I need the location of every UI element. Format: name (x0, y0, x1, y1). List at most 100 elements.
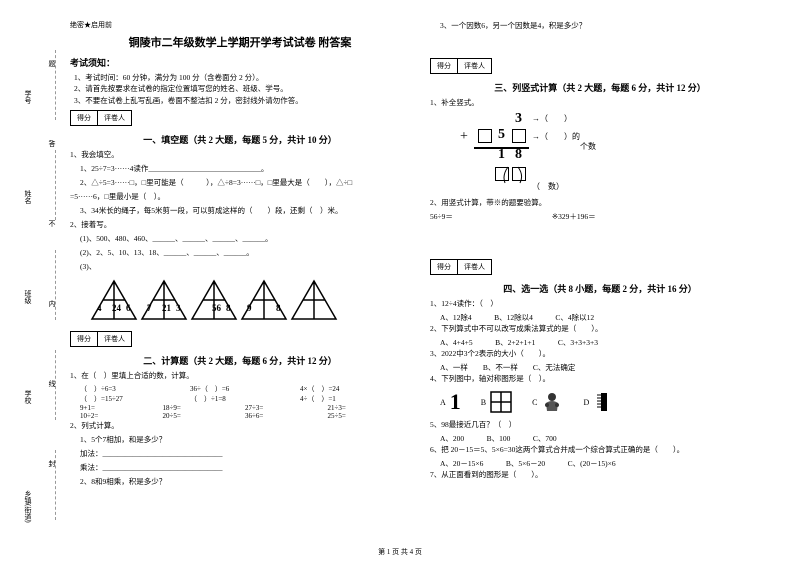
mc4-options: A 1 B C D (440, 389, 770, 415)
opt-b: B (481, 391, 512, 413)
bind-label: 姓名 (23, 190, 33, 204)
score-cell: 得分 (431, 59, 458, 73)
q4-stem: 2、列式计算。 (70, 420, 410, 432)
vc-three: 3 (515, 111, 522, 127)
vert-q2: 2、用竖式计算，带※的题要验算。 (430, 197, 770, 209)
binding-margin: 乡镇(街道) 学校 班级 姓名 学号 封 线 内 不 答 题 (15, 20, 65, 540)
vc-box (478, 129, 492, 143)
calc-item: 27÷3= (245, 404, 328, 412)
opt-label: B (481, 398, 486, 407)
left-column: 绝密★启用前 铜陵市二年级数学上学期开学考试试卷 附答案 考试须知： 1、考试时… (70, 20, 410, 490)
vc-box (512, 129, 526, 143)
side-char: 内 (47, 300, 57, 307)
triangle-4: 9 8 (240, 279, 288, 321)
calc-item: 36÷6= (245, 412, 328, 420)
notice-item: 2、请首先按要求在试卷的指定位置填写您的姓名、班级、学号。 (74, 83, 410, 94)
score-cell: 得分 (71, 332, 98, 346)
calc-item: （ ）÷1=8 (190, 394, 300, 404)
tri-left: 9 (247, 303, 252, 313)
triangle-2: 7 21 3 (140, 279, 188, 321)
calc-item: 10÷2= (80, 412, 163, 420)
right-column: 3、一个因数6，另一个因数是4，积是多少？ 得分 评卷人 三、列竖式计算（共 2… (430, 20, 770, 490)
q1-p4: 3、34米长的绳子，每5米剪一段，可以剪成这样的（ ）段，还剩（ ）米。 (80, 205, 410, 217)
q3-stem: 1、在（ ）里填上合适的数，计算。 (70, 370, 410, 382)
mc2-opts: A、4+4+5 B、2+2+1+1 C、3+3+3+3 (440, 337, 770, 348)
section-title-2: 二、计算题（共 2 大题，每题 6 分，共计 12 分） (70, 354, 410, 367)
mc5-stem: 5、98最接近几百？（ ） (430, 419, 770, 431)
page-footer: 第 1 页 共 4 页 (0, 547, 800, 557)
notice-title: 考试须知： (70, 56, 410, 69)
vert-q2-items: 56÷9＝ ※329＋196＝ (430, 211, 770, 223)
q2-p3: (3)、 (80, 261, 410, 273)
opt-label: C (532, 398, 537, 407)
tri-left: 4 (97, 303, 102, 313)
q2-p2: (2)、2、5、10、13、18、______、______、______。 (80, 247, 410, 259)
opt-c: C (532, 391, 563, 413)
mc1-opts: A、12除4 B、12除以4 C、4除以12 (440, 312, 770, 323)
triangle-5 (290, 279, 338, 321)
triangle-1: 4 24 6 (90, 279, 138, 321)
bind-label: 学校 (23, 390, 33, 404)
mc2-stem: 2、下列算式中不可以改写成乘法算式的是（ ）。 (430, 323, 770, 335)
reviewer-cell: 评卷人 (458, 59, 491, 73)
score-cell: 得分 (71, 111, 98, 125)
q1-stem: 1、我会填空。 (70, 149, 410, 161)
score-cell: 得分 (431, 260, 458, 274)
vc-arrow: →（ ）的 (532, 131, 580, 142)
character-icon (541, 391, 563, 413)
triangle-row: 4 24 6 7 21 3 56 8 9 8 (90, 279, 410, 321)
calc-item: 56÷9＝ (430, 211, 550, 223)
content-columns: 绝密★启用前 铜陵市二年级数学上学期开学考试试卷 附答案 考试须知： 1、考试时… (70, 20, 770, 490)
tri-right: 3 (176, 303, 181, 313)
score-box: 得分 评卷人 (430, 58, 492, 74)
calc-item: 9+1= (80, 404, 163, 412)
vc-eight: 8 (515, 147, 522, 163)
q2-stem: 2、接着写。 (70, 219, 410, 231)
plus-sign: + (460, 129, 468, 145)
triangle-3: 56 8 (190, 279, 238, 321)
score-box: 得分 评卷人 (430, 259, 492, 275)
tri-right: 6 (126, 303, 131, 313)
calc-item: 25÷5= (328, 412, 411, 420)
opt-label: A (440, 398, 446, 407)
calc-item: 36÷（ ）=6 (190, 384, 300, 394)
calc-item: （ ）÷6=3 (80, 384, 190, 394)
section-title-4: 四、选一选（共 8 小题，每题 2 分，共计 16 分） (430, 282, 770, 295)
vc-one: 1 (498, 147, 505, 163)
tri-right: 8 (226, 303, 231, 313)
section-title-1: 一、填空题（共 2 大题，每题 5 分，共计 10 分） (70, 133, 410, 146)
grid-icon (490, 391, 512, 413)
calc-row: （ ）÷6=3 36÷（ ）=6 4×（ ）=24 (80, 384, 410, 394)
digit-one-icon: 1 (450, 389, 461, 415)
comb-icon (593, 391, 615, 413)
vc-arrow: 个数 (580, 141, 596, 152)
notice-item: 3、不要在试卷上乱写乱画，卷面不整洁扣 2 分，密封线外请勿作答。 (74, 95, 410, 106)
bind-label: 班级 (23, 290, 33, 304)
vc-arrow: （ 数） (532, 181, 564, 192)
calc-row: 10÷2= 20÷5= 36÷6= 25÷5= (80, 412, 410, 420)
calc-item: （ ）=15÷27 (80, 394, 190, 404)
mc3-stem: 3、2022中3个2表示的大小（ ）。 (430, 348, 770, 360)
calc-row: 9+1= 18÷9= 27÷3= 21÷3= (80, 404, 410, 412)
q1-p3: =5······6，□里最小是（ ）。 (70, 191, 410, 203)
side-char: 题 (47, 60, 57, 67)
calc-item: 4×（ ）=24 (300, 384, 410, 394)
bind-label: 学号 (23, 90, 33, 104)
vc-five: 5 (498, 127, 505, 143)
dash-line (55, 150, 56, 220)
opt-d: D (583, 391, 615, 413)
mc5-opts: A、200 B、100 C、700 (440, 433, 770, 444)
q4-p1: 1、5个7相加，和是多少？ (80, 434, 410, 446)
r-q3: 3、一个因数6，另一个因数是4，积是多少？ (440, 20, 770, 32)
mc4-stem: 4、下列图中，轴对称图形是（ ）。 (430, 373, 770, 385)
calc-item: 21÷3= (328, 404, 411, 412)
tri-right: 8 (276, 303, 281, 313)
calc-item: 4÷（ ）=1 (300, 394, 410, 404)
bind-label: 乡镇(街道) (23, 490, 33, 523)
q2-p1: (1)、500、480、460、______、______、______、___… (80, 233, 410, 245)
exam-title: 铜陵市二年级数学上学期开学考试试卷 附答案 (70, 34, 410, 50)
secret-label: 绝密★启用前 (70, 20, 410, 30)
mc7-stem: 7、从正面看到的图形是（ ）。 (430, 469, 770, 481)
tri-big: 21 (162, 303, 171, 313)
side-char: 不 (47, 220, 57, 227)
